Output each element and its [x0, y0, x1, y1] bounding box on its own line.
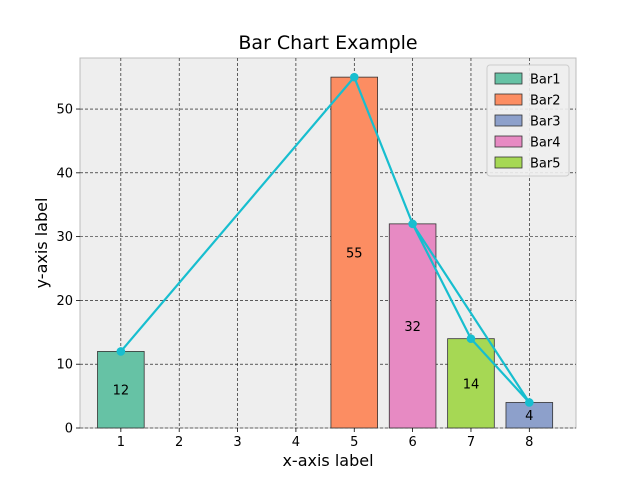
legend-entry: Bar5	[530, 157, 561, 172]
y-tick-label: 20	[56, 294, 73, 309]
bar-value-label: 14	[463, 377, 480, 392]
line-marker	[349, 72, 359, 82]
bar-value-label: 55	[346, 247, 363, 262]
x-tick-label: 6	[408, 435, 416, 450]
x-tick-label: 5	[350, 435, 358, 450]
legend-entry: Bar1	[530, 73, 561, 88]
x-tick-label: 2	[175, 435, 183, 450]
bar-bar5	[447, 338, 495, 429]
x-tick-label: 1	[117, 435, 125, 450]
line-marker	[116, 347, 126, 356]
bar-value-label: 32	[404, 320, 421, 335]
y-tick-label: 10	[56, 358, 73, 373]
bars: 12 55 4 32 14	[97, 76, 554, 429]
y-tick-label: 40	[56, 166, 73, 181]
x-axis-title: x-axis label	[282, 451, 373, 470]
x-tick-label: 7	[467, 435, 475, 450]
legend: Bar1 Bar2 Bar3 Bar4 Bar5	[486, 64, 570, 177]
legend-swatch	[494, 93, 523, 106]
line-marker	[408, 219, 417, 229]
legend-entry: Bar3	[530, 115, 561, 130]
bar-value-label: 4	[525, 409, 533, 424]
line-marker	[466, 334, 476, 343]
bar-bar2	[330, 76, 378, 429]
y-tick-label: 30	[56, 230, 73, 245]
chart-title: Bar Chart Example	[238, 32, 417, 54]
legend-box	[486, 64, 570, 177]
bar-value-label: 12	[113, 384, 130, 399]
legend-entry: Bar2	[530, 94, 561, 109]
x-tick-label: 8	[525, 435, 533, 450]
bar-bar4	[388, 223, 437, 429]
y-axis-title: y-axis label	[32, 198, 51, 289]
legend-entry: Bar4	[530, 136, 561, 151]
x-tick-label: 4	[292, 435, 300, 450]
x-tick-label: 3	[233, 435, 241, 450]
legend-swatch	[494, 135, 523, 148]
y-tick-label: 0	[65, 422, 73, 437]
legend-swatch	[494, 156, 523, 169]
legend-swatch	[494, 114, 523, 127]
series-line	[116, 72, 534, 407]
series-line-path	[120, 75, 531, 404]
y-tick-label: 50	[56, 103, 73, 118]
line-marker	[525, 398, 534, 407]
legend-swatch	[494, 72, 523, 85]
